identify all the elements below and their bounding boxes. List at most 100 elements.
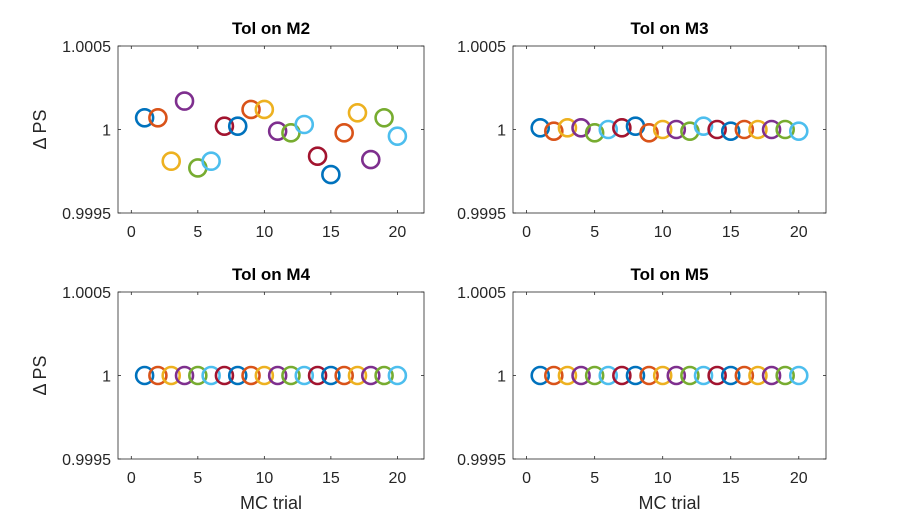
x-axis-label: MC trial [639, 493, 701, 513]
data-point [775, 119, 795, 140]
data-point [281, 365, 301, 386]
x-tick-label: 0 [127, 224, 136, 241]
y-tick-label: 1 [102, 369, 111, 386]
data-point [134, 108, 155, 128]
x-tick-label: 0 [522, 224, 531, 241]
x-tick-label: 15 [722, 470, 740, 487]
x-tick-label: 5 [193, 470, 202, 487]
x-tick-label: 20 [790, 224, 808, 241]
x-tick-label: 5 [590, 224, 599, 241]
subplot-1: 0 5 10 15 20 0.9995 1 1.0005 Tol on M2 Δ PS [30, 19, 425, 241]
data-point [241, 99, 261, 120]
x-tick-label: 0 [127, 470, 136, 487]
data-point [693, 365, 714, 386]
y-tick-label: 1 [497, 369, 506, 386]
data-point [612, 118, 632, 138]
axes-box [117, 291, 425, 460]
y-tick-label: 1.0005 [457, 285, 506, 302]
y-tick-label: 0.9995 [457, 452, 506, 469]
data-point [214, 116, 235, 136]
data-point [612, 365, 632, 386]
data-point [321, 365, 341, 386]
data-point [748, 365, 768, 386]
data-point [666, 365, 687, 386]
data-point [307, 146, 328, 167]
data-point [639, 123, 659, 143]
chart-title: Tol on M5 [630, 265, 708, 284]
axes-box [512, 291, 827, 460]
data-point [544, 121, 564, 141]
data-point [161, 365, 182, 386]
x-tick-label: 15 [322, 224, 340, 241]
data-point [294, 365, 315, 386]
data-point [374, 108, 394, 128]
x-tick-label: 5 [193, 224, 202, 241]
data-point [294, 114, 315, 135]
data-point [571, 118, 591, 138]
axes-box [512, 45, 827, 214]
y-tick-label: 1.0005 [62, 285, 111, 302]
data-point [347, 365, 368, 386]
data-point [625, 365, 646, 386]
data-point [720, 365, 741, 386]
data-point [598, 365, 619, 386]
data-point [254, 365, 275, 386]
x-tick-label: 10 [654, 470, 672, 487]
data-point [148, 108, 168, 128]
chart-title: Tol on M3 [630, 19, 708, 38]
data-point [201, 365, 221, 386]
x-tick-label: 10 [255, 224, 273, 241]
y-tick-label: 1.0005 [62, 39, 111, 56]
data-point [214, 365, 235, 386]
data-point [387, 365, 408, 386]
data-point [374, 365, 394, 386]
x-tick-label: 10 [255, 470, 273, 487]
data-point [748, 119, 768, 140]
data-point [201, 151, 221, 172]
chart-title: Tol on M4 [232, 265, 311, 284]
data-point [775, 365, 795, 386]
data-point [360, 149, 381, 170]
data-point [761, 119, 782, 140]
data-point [148, 365, 168, 386]
data-point [734, 119, 755, 140]
data-point [584, 365, 605, 386]
x-tick-label: 15 [322, 470, 340, 487]
data-point [639, 365, 659, 386]
data-point [227, 116, 248, 136]
data-point [680, 365, 700, 386]
data-point [652, 365, 673, 386]
x-tick-label: 10 [654, 224, 672, 241]
data-point [761, 365, 782, 386]
data-point [530, 118, 551, 138]
data-point [334, 365, 354, 386]
y-axis-label: Δ PS [30, 355, 50, 395]
data-point [788, 121, 809, 141]
x-tick-label: 5 [590, 470, 599, 487]
data-point [254, 99, 275, 120]
data-point [680, 121, 700, 141]
x-tick-label: 0 [522, 470, 531, 487]
data-point [347, 103, 368, 123]
data-point [557, 118, 578, 138]
data-point [707, 119, 727, 140]
data-point [161, 151, 182, 172]
x-tick-label: 15 [722, 224, 740, 241]
chart-title: Tol on M2 [232, 19, 310, 38]
data-point [307, 365, 328, 386]
data-point [227, 365, 248, 386]
data-point [241, 365, 261, 386]
y-tick-label: 0.9995 [62, 206, 111, 223]
y-tick-label: 1.0005 [457, 39, 506, 56]
data-point [557, 365, 578, 386]
data-point [360, 365, 381, 386]
data-point [267, 365, 288, 386]
data-point [267, 121, 288, 141]
data-point [693, 116, 714, 136]
axes-box [117, 45, 425, 214]
data-point [788, 365, 809, 386]
data-point [321, 164, 341, 185]
data-point [707, 365, 727, 386]
y-tick-label: 1 [497, 123, 506, 140]
